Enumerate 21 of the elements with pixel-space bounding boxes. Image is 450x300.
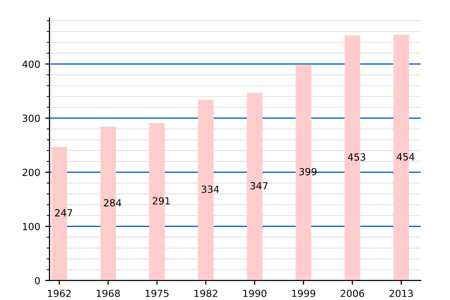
- y-tick-label: 100: [22, 222, 40, 230]
- x-tick-label: 1962: [48, 290, 71, 298]
- x-tick-label: 1968: [96, 290, 120, 298]
- data-label: 284: [104, 199, 122, 206]
- y-tick-label: 300: [22, 114, 40, 122]
- x-tick-label: 1990: [243, 290, 266, 298]
- data-label: 247: [55, 209, 72, 216]
- data-label: 453: [348, 153, 366, 161]
- y-tick-label: 0: [34, 276, 40, 284]
- data-label: 291: [152, 197, 170, 205]
- data-label: 454: [396, 153, 414, 160]
- data-label: 399: [299, 168, 316, 176]
- data-label: 347: [250, 182, 268, 190]
- x-tick-label: 1999: [292, 290, 316, 298]
- x-tick-label: 2006: [340, 290, 364, 298]
- y-tick-label: 400: [22, 60, 40, 68]
- x-tick-label: 2013: [390, 290, 413, 298]
- x-tick-label: 1982: [194, 290, 218, 298]
- y-tick-label: 200: [22, 168, 40, 176]
- x-tick-label: 1975: [146, 290, 168, 298]
- data-label: 334: [202, 186, 219, 193]
